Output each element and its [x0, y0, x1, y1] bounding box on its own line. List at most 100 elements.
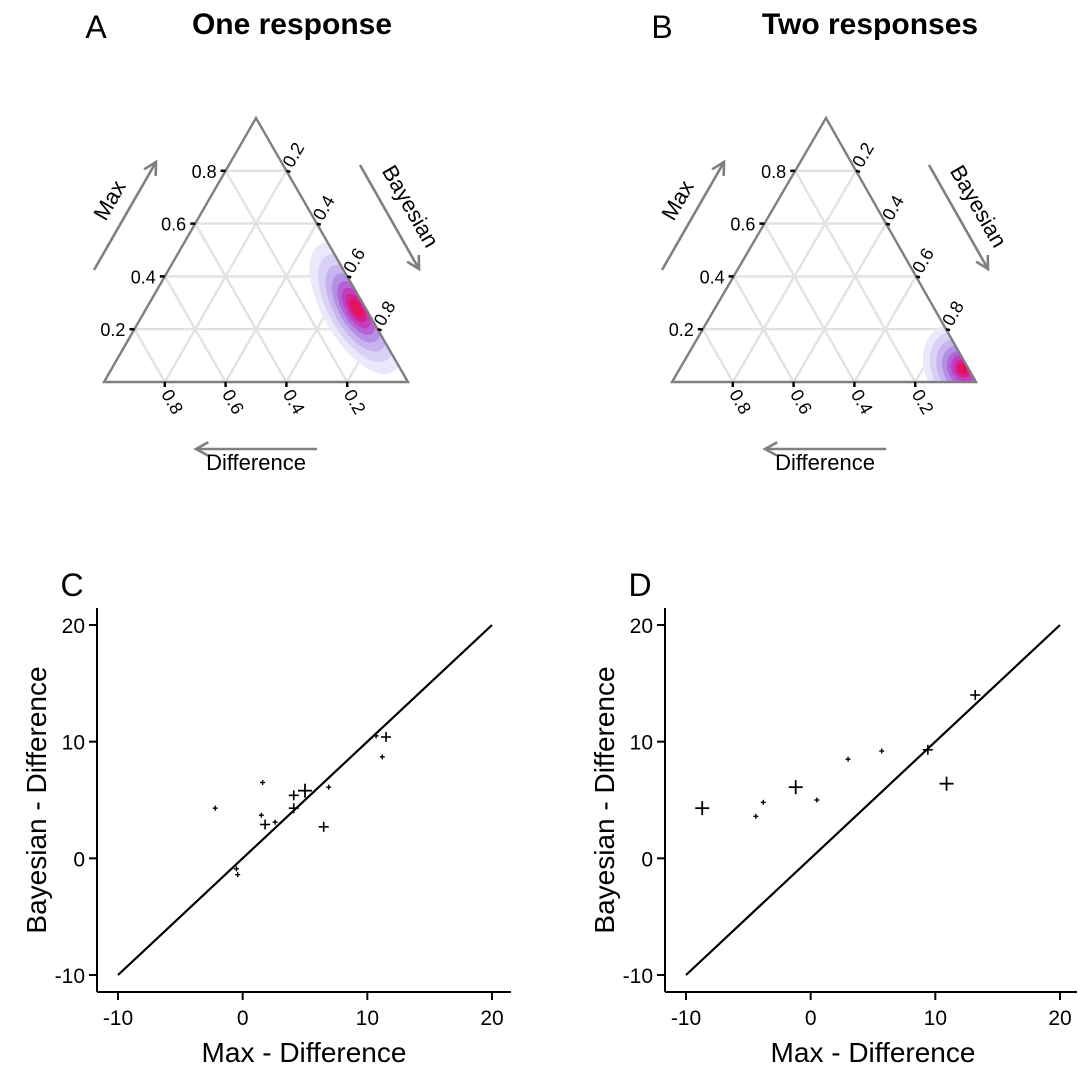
tick-bayesian	[885, 222, 891, 226]
x-axis-label: Max - Difference	[202, 1037, 407, 1068]
y-tick-label: -10	[623, 965, 653, 988]
tick-label-max: 0.6	[161, 215, 186, 235]
data-point-plus-marker	[753, 813, 759, 819]
identity-line	[685, 624, 1061, 976]
y-axis-label: Bayesian - Difference	[589, 666, 620, 933]
bayesian-axis-arrow-head	[406, 254, 421, 272]
data-point-plus-marker	[788, 780, 803, 795]
max-axis-arrow-head	[143, 159, 158, 177]
gridline-bayesian	[224, 223, 318, 383]
panel-letter: D	[628, 567, 651, 603]
tick-label-max: 0.2	[100, 320, 125, 340]
ternary-grid	[133, 169, 379, 383]
tick-label-difference: 0.2	[908, 386, 938, 418]
gridline-difference	[732, 275, 795, 383]
y-tick-label: 0	[73, 848, 85, 871]
x-tick-label: 10	[356, 1007, 379, 1030]
tick-label-max: 0.8	[192, 162, 217, 182]
max-axis-arrow	[92, 159, 158, 271]
tick-bayesian	[316, 222, 322, 226]
data-point-plus-marker	[379, 754, 385, 760]
data-point-plus-marker	[288, 803, 299, 814]
data-point-plus-marker	[939, 776, 954, 791]
bayesian-axis-arrow-shaft	[927, 164, 990, 270]
scatter-plot-d: D -10 0 10 20 -10 0 10 20 Max - Difference Bayesia…	[589, 567, 1077, 1068]
ternary-grid	[701, 169, 948, 383]
panel-letter: C	[60, 567, 83, 603]
tick-label-difference: 0.6	[218, 386, 248, 418]
tick-bayesian	[286, 169, 291, 174]
gridline-difference	[163, 275, 227, 383]
data-point-plus-marker	[260, 819, 271, 830]
data-point-plus-marker	[233, 866, 239, 872]
y-tick-label: -10	[55, 965, 85, 988]
y-tick-label: 20	[630, 615, 653, 638]
max-axis-arrow-shaft	[660, 161, 726, 271]
gridline-bayesian	[792, 222, 888, 383]
panel-title: One response	[192, 8, 392, 41]
max-axis-arrow	[660, 159, 726, 271]
data-point-plus-marker	[922, 744, 933, 755]
y-axis-label: Bayesian - Difference	[21, 666, 52, 933]
difference-axis-arrow	[762, 441, 886, 457]
data-point-plus-marker	[845, 756, 851, 762]
density-contour-level	[349, 299, 363, 318]
triangle-outline	[101, 115, 411, 384]
tick-label-difference: 0.8	[157, 386, 187, 418]
data-point-plus-marker	[212, 805, 218, 811]
identity-line	[117, 624, 493, 976]
axis-label-bayesian: Bayesian	[377, 161, 444, 252]
data-point-plus-marker	[381, 732, 392, 742]
tick-bayesian	[855, 169, 861, 174]
x-tick-label: 10	[924, 1007, 947, 1030]
axis-label-difference: Difference	[775, 450, 875, 475]
density-contours	[309, 242, 404, 374]
tick-bayesian	[945, 327, 951, 332]
panel-letter: A	[85, 9, 107, 45]
axis-label-difference: Difference	[206, 450, 306, 475]
bayesian-axis-arrow-shaft	[358, 164, 421, 270]
data-point-plus-marker	[326, 784, 332, 790]
data-point-plus-marker	[970, 690, 981, 700]
gridline-difference	[133, 328, 166, 383]
tick-bayesian	[377, 327, 382, 332]
x-tick-label: 0	[237, 1007, 249, 1030]
y-tick-label: 0	[641, 848, 653, 871]
tick-label-difference: 0.4	[847, 386, 877, 418]
tick-label-difference: 0.2	[340, 386, 370, 418]
ternary-plot-b: B Two responses0.20.20.20.40.40.40.60.60.…	[651, 8, 1012, 475]
gridline-bayesian	[853, 275, 918, 383]
data-point-plus-marker	[879, 748, 885, 754]
tick-label-max: 0.4	[700, 267, 725, 287]
data-point-plus-marker	[695, 801, 710, 816]
data-point-plus-marker	[318, 821, 329, 832]
x-tick-label: -10	[103, 1007, 133, 1030]
data-point-plus-marker	[814, 797, 820, 803]
y-tick-label: 10	[62, 732, 85, 755]
y-tick-label: 10	[630, 732, 653, 755]
data-point-plus-marker	[288, 790, 299, 801]
gridline-difference	[194, 223, 288, 383]
triangle-outline	[669, 115, 979, 384]
difference-axis-arrow-head	[762, 441, 778, 457]
tick-label-max: 0.8	[761, 162, 786, 182]
tick-label-difference: 0.6	[786, 386, 816, 418]
x-tick-label: 20	[1048, 1007, 1071, 1030]
data-point-plus-marker	[260, 780, 266, 785]
gridline-difference	[701, 328, 734, 383]
x-tick-label: -10	[671, 1007, 701, 1030]
tick-label-difference: 0.4	[279, 386, 309, 418]
tick-label-difference: 0.8	[725, 386, 755, 418]
tick-bayesian	[915, 275, 921, 279]
data-point-plus-marker	[235, 872, 241, 878]
data-point-plus-marker	[272, 819, 278, 825]
x-tick-label: 20	[480, 1007, 503, 1030]
panel-title: Two responses	[762, 8, 978, 41]
difference-axis-arrow-head	[193, 441, 209, 457]
x-axis-label: Max - Difference	[771, 1037, 976, 1068]
bayesian-axis-arrow-head	[975, 254, 990, 272]
density-contour-level	[957, 363, 968, 375]
difference-axis-arrow	[193, 441, 317, 457]
max-axis-arrow-shaft	[92, 161, 158, 271]
